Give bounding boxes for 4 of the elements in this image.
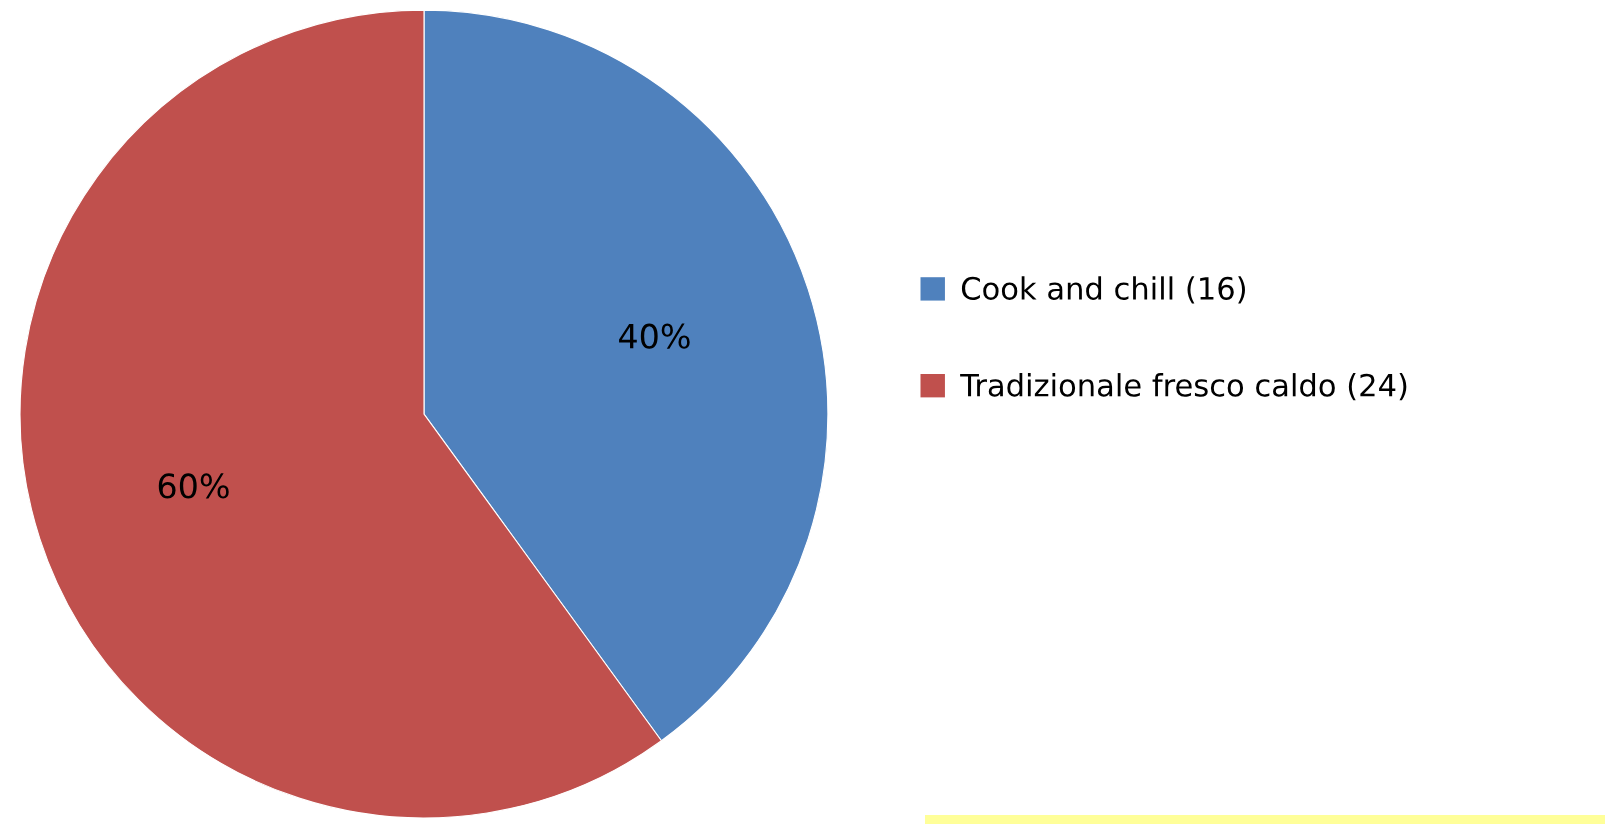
data-label: 60%: [158, 473, 229, 499]
legend-label: Tradizionale fresco caldo (24): [960, 373, 1407, 401]
data-label: 40%: [619, 323, 690, 349]
legend-label: Cook and chill (16): [961, 276, 1245, 304]
